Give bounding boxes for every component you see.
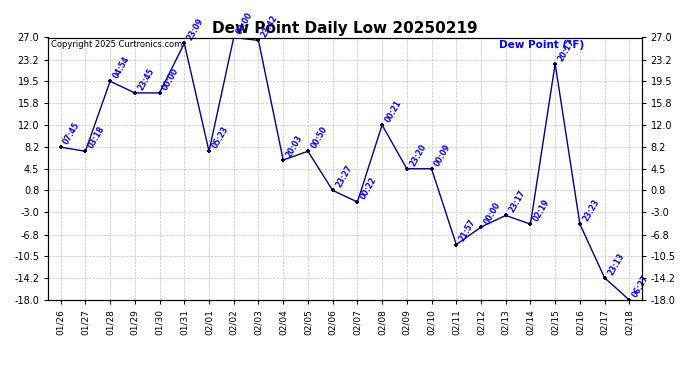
Text: 02:19: 02:19 xyxy=(532,198,551,223)
Point xyxy=(599,275,610,281)
Text: 23:17: 23:17 xyxy=(507,189,527,214)
Text: 23:42: 23:42 xyxy=(259,14,279,39)
Text: 00:50: 00:50 xyxy=(309,125,329,150)
Point xyxy=(129,90,140,96)
Point xyxy=(55,144,66,150)
Point xyxy=(426,166,437,172)
Text: 23:13: 23:13 xyxy=(606,251,626,277)
Text: Dew Point (°F): Dew Point (°F) xyxy=(500,40,584,50)
Point xyxy=(80,148,91,154)
Point xyxy=(253,38,264,44)
Point xyxy=(574,221,585,227)
Point xyxy=(402,166,413,172)
Text: 23:23: 23:23 xyxy=(581,198,601,223)
Point xyxy=(154,90,165,96)
Point xyxy=(500,212,511,218)
Text: 21:57: 21:57 xyxy=(457,218,477,243)
Point xyxy=(228,34,239,40)
Point xyxy=(550,61,561,67)
Text: Copyright 2025 Curtronics.com: Copyright 2025 Curtronics.com xyxy=(51,40,183,49)
Point xyxy=(451,242,462,248)
Point xyxy=(204,148,215,154)
Point xyxy=(624,297,635,303)
Title: Dew Point Daily Low 20250219: Dew Point Daily Low 20250219 xyxy=(213,21,477,36)
Text: 00:22: 00:22 xyxy=(359,176,378,201)
Text: 23:20: 23:20 xyxy=(408,142,428,168)
Text: 20:03: 20:03 xyxy=(284,134,304,159)
Point xyxy=(377,122,388,128)
Point xyxy=(179,40,190,46)
Text: 00:09: 00:09 xyxy=(433,142,453,168)
Point xyxy=(525,221,536,227)
Text: 23:27: 23:27 xyxy=(334,164,354,189)
Text: 00:00: 00:00 xyxy=(235,11,255,36)
Text: 23:45: 23:45 xyxy=(136,66,156,92)
Point xyxy=(327,188,338,194)
Text: 23:09: 23:09 xyxy=(186,17,206,42)
Text: 05:23: 05:23 xyxy=(210,125,230,150)
Text: 00:00: 00:00 xyxy=(161,66,181,92)
Text: 04:54: 04:54 xyxy=(111,55,131,80)
Text: 00:00: 00:00 xyxy=(482,201,502,226)
Point xyxy=(277,157,288,163)
Text: 07:45: 07:45 xyxy=(62,121,81,146)
Point xyxy=(302,148,313,154)
Text: 06:27: 06:27 xyxy=(631,273,651,299)
Text: 00:21: 00:21 xyxy=(384,99,403,124)
Text: 20:17: 20:17 xyxy=(556,37,576,63)
Point xyxy=(475,224,486,230)
Point xyxy=(105,78,116,84)
Text: 03:18: 03:18 xyxy=(87,124,106,150)
Point xyxy=(352,199,363,205)
